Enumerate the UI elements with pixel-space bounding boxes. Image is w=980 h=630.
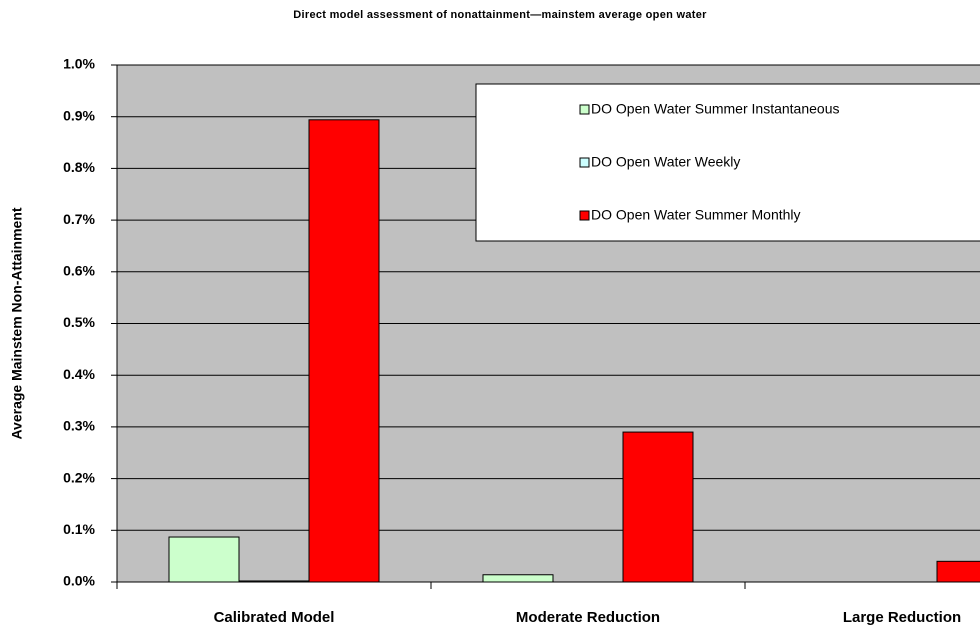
y-tick-label: 0.9% xyxy=(63,107,95,123)
bar xyxy=(168,536,240,583)
legend-swatch xyxy=(579,104,590,115)
legend-label: DO Open Water Summer Monthly xyxy=(591,207,801,223)
bar xyxy=(482,574,554,583)
bar xyxy=(238,580,310,583)
y-tick-label: 0.5% xyxy=(63,314,95,330)
y-tick-label: 0.7% xyxy=(63,211,95,227)
bar xyxy=(936,560,980,583)
y-tick-label: 0.2% xyxy=(63,469,95,485)
bar xyxy=(308,119,380,583)
y-tick-label: 0.1% xyxy=(63,521,95,537)
y-tick-label: 0.3% xyxy=(63,418,95,434)
x-tick-label: Calibrated Model xyxy=(214,609,335,626)
legend-label: DO Open Water Summer Instantaneous xyxy=(591,101,839,117)
x-tick-label: Large Reduction xyxy=(843,609,961,626)
chart-title: Direct model assessment of nonattainment… xyxy=(293,9,707,21)
legend-label: DO Open Water Weekly xyxy=(591,154,740,170)
legend-box xyxy=(475,83,980,242)
y-tick-label: 0.0% xyxy=(63,573,95,589)
y-axis-label: Average Mainstem Non-Attainment xyxy=(9,207,25,439)
x-tick-label: Moderate Reduction xyxy=(516,609,660,626)
y-tick-label: 0.6% xyxy=(63,263,95,279)
y-tick-label: 0.4% xyxy=(63,366,95,382)
y-tick-label: 0.8% xyxy=(63,159,95,175)
y-tick-label: 1.0% xyxy=(63,56,95,72)
bar xyxy=(622,431,694,583)
legend-swatch xyxy=(579,210,590,221)
legend-swatch xyxy=(579,157,590,168)
